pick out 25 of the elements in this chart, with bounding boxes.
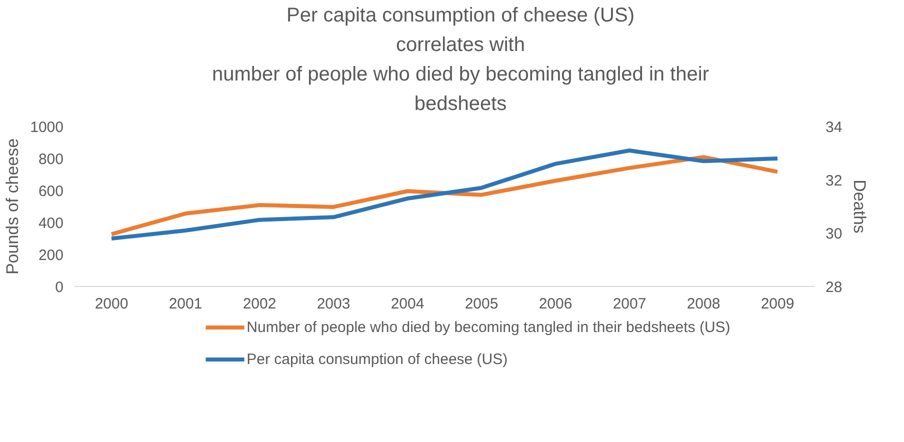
x-tick-label: 2007 (612, 296, 646, 312)
y2-tick-label: 34 (826, 119, 842, 136)
x-tick-label: 2004 (390, 296, 424, 312)
x-tick-label: 2008 (686, 296, 720, 312)
x-tick-label: 2006 (538, 296, 572, 312)
x-tick-label: 2005 (464, 296, 498, 312)
y2-tick-label: 32 (826, 172, 842, 190)
legend-label: Number of people who died by becoming tangled in their bedsheets (US) (246, 319, 730, 336)
x-tick-label: 2001 (168, 296, 202, 312)
y-tick-label: 200 (38, 247, 64, 264)
y-tick-label: 600 (38, 183, 64, 200)
y-tick-label: 800 (38, 151, 64, 168)
y-axis-title: Pounds of cheese (3, 138, 22, 275)
x-tick-label: 2003 (316, 296, 350, 312)
chart-title: Per capita consumption of cheese (US) correlates with number of people who died by becoming tangled in their bedsheets (212, 4, 710, 115)
y-tick-label: 1000 (30, 119, 64, 136)
y-tick-label: 0 (55, 279, 64, 296)
x-tick-label: 2002 (242, 296, 276, 312)
y2-axis-title: Deaths (850, 180, 870, 234)
y2-tick-label: 30 (826, 226, 842, 243)
y-tick-label: 400 (38, 215, 64, 232)
x-tick-label: 2000 (94, 296, 128, 312)
legend-label: Per capita consumption of cheese (US) (246, 351, 508, 368)
x-tick-label: 2009 (760, 296, 794, 312)
y2-tick-label: 28 (826, 279, 842, 296)
